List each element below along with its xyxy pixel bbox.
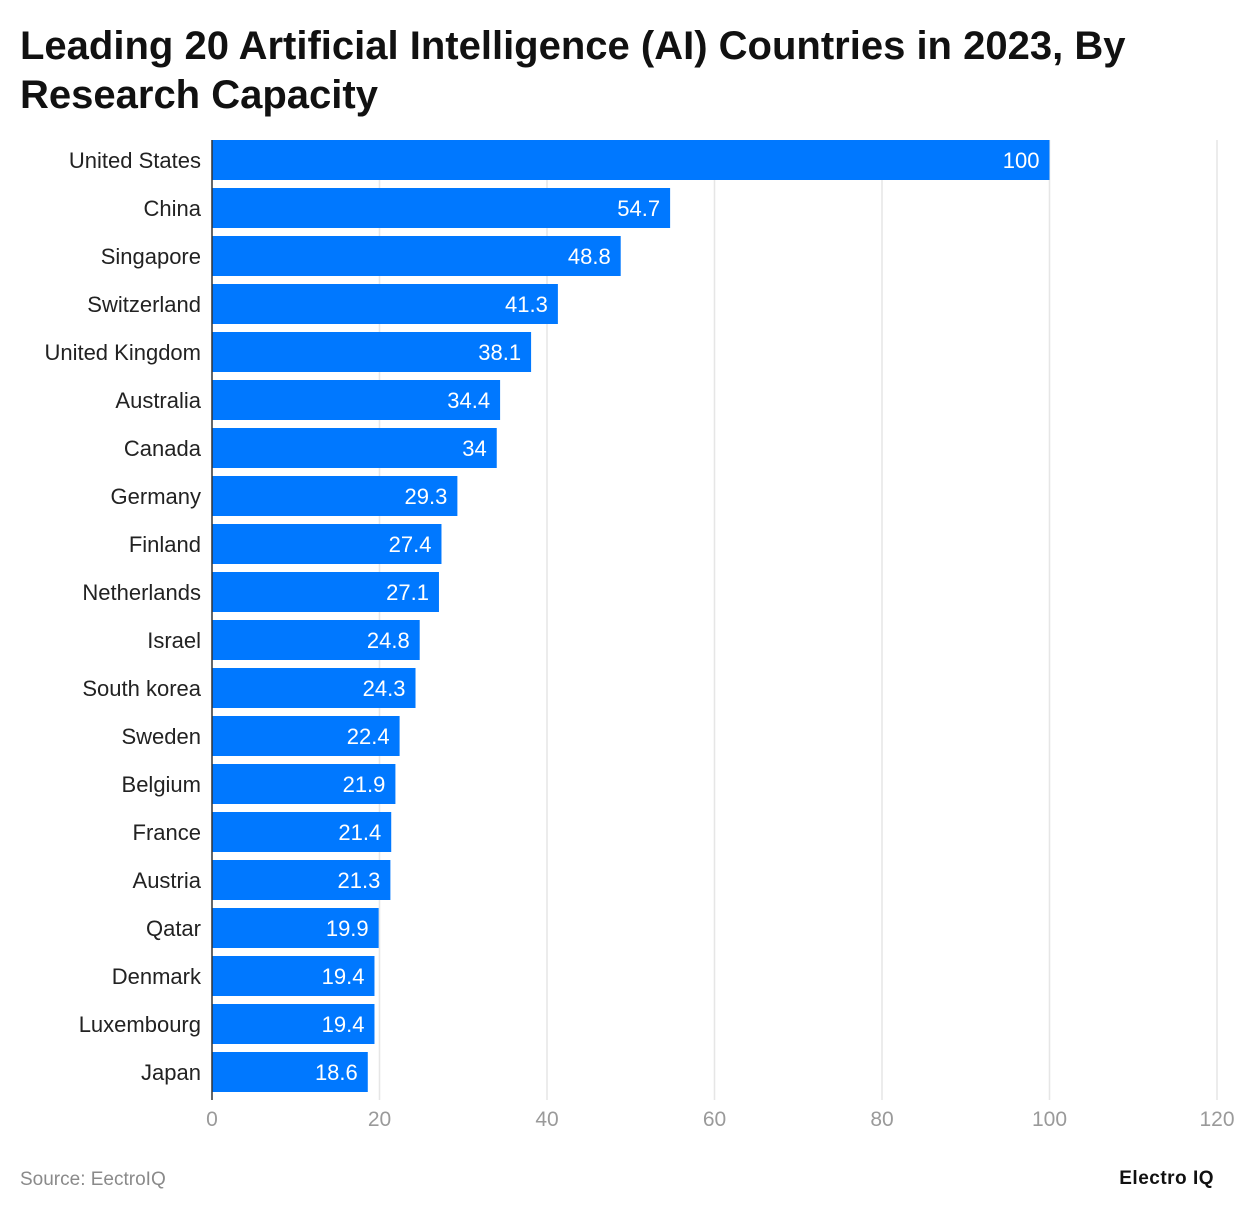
value-label: 18.6 bbox=[315, 1060, 358, 1085]
value-label: 38.1 bbox=[478, 340, 521, 365]
bars bbox=[212, 140, 1050, 1092]
category-label: Germany bbox=[111, 484, 201, 509]
value-label: 21.9 bbox=[343, 772, 386, 797]
value-label: 21.3 bbox=[338, 868, 381, 893]
category-label: Australia bbox=[115, 388, 201, 413]
bar bbox=[212, 1004, 375, 1044]
bar bbox=[212, 428, 497, 468]
x-axis-tick-labels: 0 20 40 60 80 100 120 bbox=[206, 1108, 1234, 1131]
category-label: Israel bbox=[147, 628, 201, 653]
category-label: Belgium bbox=[122, 772, 201, 797]
category-label: Finland bbox=[129, 532, 201, 557]
category-label: Qatar bbox=[146, 916, 201, 941]
category-label: Switzerland bbox=[87, 292, 201, 317]
value-label: 27.1 bbox=[386, 580, 429, 605]
value-label: 19.9 bbox=[326, 916, 369, 941]
value-label: 100 bbox=[1003, 148, 1040, 173]
x-tick-label: 20 bbox=[368, 1108, 391, 1131]
category-label: Canada bbox=[124, 436, 202, 461]
category-label: Denmark bbox=[112, 964, 202, 989]
bar bbox=[212, 476, 458, 516]
bar bbox=[212, 332, 532, 372]
bar bbox=[212, 188, 671, 228]
value-label: 34.4 bbox=[447, 388, 490, 413]
category-label: Austria bbox=[133, 868, 202, 893]
bar bbox=[212, 524, 442, 564]
category-label: Japan bbox=[141, 1060, 201, 1085]
category-label: Netherlands bbox=[82, 580, 201, 605]
bar bbox=[212, 284, 558, 324]
bar bbox=[212, 140, 1050, 180]
bar bbox=[212, 380, 501, 420]
value-labels: 100 54.748.8 41.3 38.1 34.4 34 29.3 27.4 27.1 24.… bbox=[315, 148, 1040, 1085]
category-label: Luxembourg bbox=[79, 1012, 201, 1037]
x-tick-label: 120 bbox=[1199, 1108, 1234, 1131]
bar bbox=[212, 620, 420, 660]
category-label: Sweden bbox=[121, 724, 201, 749]
bar bbox=[212, 764, 396, 804]
value-label: 19.4 bbox=[322, 964, 365, 989]
x-tick-label: 100 bbox=[1032, 1108, 1067, 1131]
value-label: 29.3 bbox=[405, 484, 448, 509]
value-label: 24.8 bbox=[367, 628, 410, 653]
value-label: 27.4 bbox=[389, 532, 432, 557]
category-label: United States bbox=[69, 148, 201, 173]
value-label: 54.7 bbox=[617, 196, 660, 221]
value-label: 24.3 bbox=[363, 676, 406, 701]
category-label: United Kingdom bbox=[44, 340, 201, 365]
source-note: Source: EectroIQ bbox=[20, 1169, 166, 1190]
value-label: 41.3 bbox=[505, 292, 548, 317]
value-label: 34 bbox=[462, 436, 486, 461]
x-tick-label: 80 bbox=[870, 1108, 893, 1131]
x-tick-label: 60 bbox=[703, 1108, 726, 1131]
bar bbox=[212, 908, 379, 948]
bar bbox=[212, 668, 416, 708]
value-label: 21.4 bbox=[338, 820, 381, 845]
value-label: 48.8 bbox=[568, 244, 611, 269]
bar bbox=[212, 860, 391, 900]
category-label: China bbox=[144, 196, 202, 221]
category-label: Singapore bbox=[101, 244, 201, 269]
brand-logo: Electro IQ bbox=[1119, 1168, 1214, 1189]
category-label: France bbox=[133, 820, 201, 845]
bar bbox=[212, 572, 439, 612]
x-tick-label: 40 bbox=[535, 1108, 558, 1131]
bar bbox=[212, 1052, 368, 1092]
x-tick-label: 0 bbox=[206, 1108, 218, 1131]
chart-title: Leading 20 Artificial Intelligence (AI) … bbox=[20, 24, 1126, 117]
bar bbox=[212, 716, 400, 756]
bar bbox=[212, 812, 392, 852]
value-label: 22.4 bbox=[347, 724, 390, 749]
value-label: 19.4 bbox=[322, 1012, 365, 1037]
bar bbox=[212, 956, 375, 996]
bar bbox=[212, 236, 621, 276]
category-label: South korea bbox=[82, 676, 201, 701]
category-labels: United States China Singapore Switzerland Un… bbox=[44, 148, 202, 1085]
